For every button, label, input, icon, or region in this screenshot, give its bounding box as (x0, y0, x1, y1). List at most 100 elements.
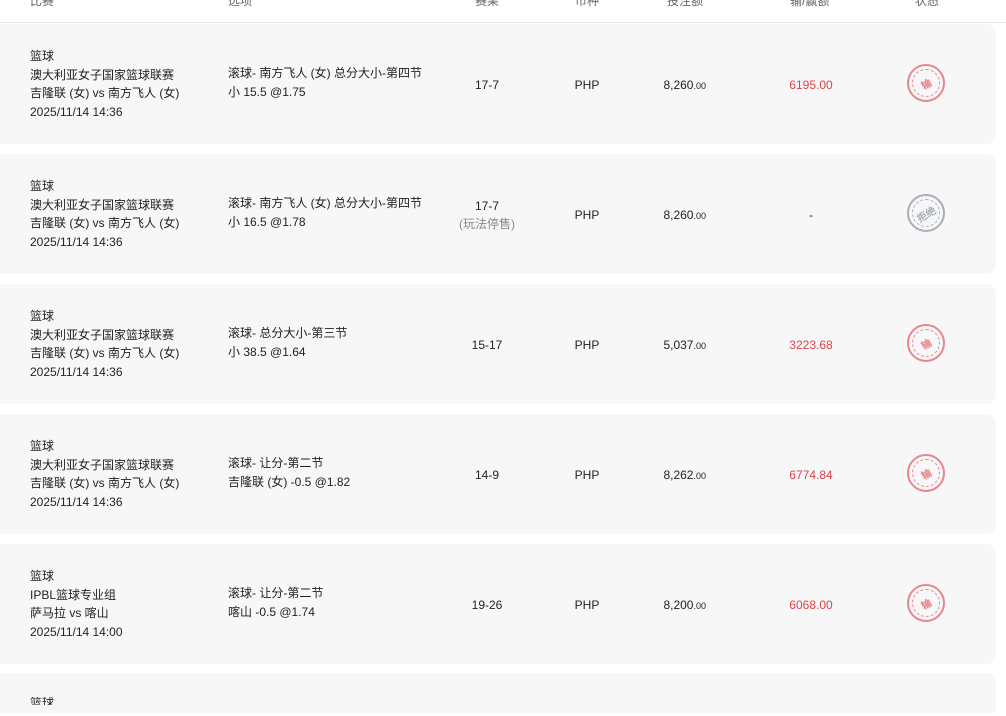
currency: PHP (574, 78, 600, 92)
teams: 吉隆联 (女) vs 南方飞人 (女) (30, 86, 180, 100)
market: 滚球- 南方飞人 (女) 总分大小-第四节 (228, 196, 422, 210)
result-note: (玩法停售) (459, 217, 515, 231)
status-text: 输 (919, 597, 935, 612)
result: 17-7 (437, 76, 537, 94)
pick: 喀山 -0.5 @1.74 (228, 604, 315, 619)
stake-int: 5,037 (663, 338, 694, 352)
match-info: 篮球 澳大利亚女子国家篮球联赛 吉隆联 (女) vs 南方飞人 (女) 2025… (30, 307, 179, 381)
league-name: 澳大利亚女子国家篮球联赛 (30, 457, 175, 472)
stake-dec: .00 (693, 341, 706, 351)
winloss-amount: 6195.00 (789, 78, 833, 92)
score: 15-17 (471, 338, 503, 352)
score: 14-9 (474, 468, 500, 482)
currency: PHP (574, 468, 600, 482)
stake-int: 8,200 (663, 598, 694, 612)
status-text: 输 (919, 337, 935, 352)
match-time: 2025/11/14 14:36 (30, 494, 123, 509)
table-row[interactable]: 篮球 澳大利亚女子国家篮球联赛 吉隆联 (女) vs 南方飞人 (女) 2025… (0, 284, 996, 404)
table-row[interactable]: 篮球 澳大利亚女子国家篮球联赛 吉隆联 (女) vs 南方飞人 (女) 2025… (0, 154, 996, 274)
bet-option: 滚球- 总分大小-第三节 小 38.5 @1.64 (228, 324, 347, 361)
bet-option: 滚球- 南方飞人 (女) 总分大小-第四节 小 15.5 @1.75 (228, 64, 422, 101)
stake: 8,262.00 (630, 466, 706, 485)
league-name: 澳大利亚女子国家篮球联赛 (30, 197, 175, 212)
lose-stamp-icon: 输 (907, 454, 945, 492)
header-stake: 投注额 (667, 0, 704, 8)
header-winloss: 输/赢额 (790, 0, 830, 8)
status-text: 输 (919, 77, 935, 92)
pick: 小 38.5 @1.64 (228, 344, 306, 359)
pick: 小 16.5 @1.78 (228, 214, 306, 229)
winloss-amount: 6774.84 (789, 468, 833, 482)
lose-stamp-icon: 输 (907, 64, 945, 102)
score: 17-7 (474, 78, 500, 92)
lose-stamp-icon: 输 (907, 584, 945, 622)
reject-stamp-icon: 拒绝 (907, 194, 945, 232)
market: 滚球- 让分-第二节 (228, 586, 324, 600)
table-row[interactable]: 篮球 澳大利亚女子国家篮球联赛 吉隆联 (女) vs 南方飞人 (女) 2025… (0, 24, 996, 144)
sport-label: 篮球 (30, 179, 55, 193)
teams: 吉隆联 (女) vs 南方飞人 (女) (30, 346, 180, 360)
match-time: 2025/11/14 14:36 (30, 104, 123, 119)
sport-label: 篮球 (30, 697, 55, 705)
stake-dec: .00 (693, 471, 706, 481)
result: 17-7 (玩法停售) (437, 197, 537, 233)
stake: 5,037.00 (630, 336, 706, 355)
match-info: 篮球 澳大利亚女子国家篮球联赛 吉隆联 (女) vs 南方飞人 (女) 2025… (30, 437, 179, 511)
match-info: 篮球 澳大利亚女子国家篮球联赛 吉隆联 (女) vs 南方飞人 (女) 2025… (30, 177, 179, 251)
league-name: IPBL篮球专业组 (30, 587, 117, 602)
stake: 8,260.00 (630, 76, 706, 95)
winloss-amount: - (809, 208, 813, 222)
bet-option: 滚球- 南方飞人 (女) 总分大小-第四节 小 16.5 @1.78 (228, 194, 422, 231)
header-currency: 币种 (575, 0, 600, 8)
bet-option: 滚球- 让分-第二节 吉隆联 (女) -0.5 @1.82 (228, 454, 350, 491)
sport-label: 篮球 (30, 49, 55, 63)
match-time: 2025/11/14 14:36 (30, 364, 123, 379)
header-match: 比赛 (30, 0, 55, 8)
stake-dec: .00 (693, 211, 706, 221)
teams: 吉隆联 (女) vs 南方飞人 (女) (30, 216, 180, 230)
sport-label: 篮球 (30, 309, 55, 323)
header-result: 赛果 (475, 0, 500, 8)
header-option: 选项 (228, 0, 253, 8)
lose-stamp-icon: 输 (907, 324, 945, 362)
header-status: 状态 (915, 0, 940, 8)
stake-int: 8,260 (663, 78, 694, 92)
market: 滚球- 总分大小-第三节 (228, 326, 348, 340)
league-name: 澳大利亚女子国家篮球联赛 (30, 67, 175, 82)
match-info: 篮球 澳大利亚女子国家篮球联赛 吉隆联 (女) vs 南方飞人 (女) 2025… (30, 47, 179, 121)
currency: PHP (574, 338, 600, 352)
score: 17-7 (474, 199, 500, 213)
stake-dec: .00 (693, 601, 706, 611)
pick: 小 15.5 @1.75 (228, 84, 306, 99)
stake: 8,260.00 (630, 206, 706, 225)
result: 15-17 (437, 336, 537, 354)
stake-int: 8,260 (663, 208, 694, 222)
stake-dec: .00 (693, 81, 706, 91)
status-text: 拒绝 (915, 204, 939, 225)
table-row[interactable]: 篮球 (0, 673, 996, 713)
match-info: 篮球 IPBL篮球专业组 萨马拉 vs 喀山 2025/11/14 14:00 (30, 567, 123, 641)
winloss-amount: 6068.00 (789, 598, 833, 612)
sport-label: 篮球 (30, 439, 55, 453)
sport-label: 篮球 (30, 569, 55, 583)
league-name: 澳大利亚女子国家篮球联赛 (30, 327, 175, 342)
score: 19-26 (471, 598, 503, 612)
market: 滚球- 让分-第二节 (228, 456, 324, 470)
stake-int: 8,262 (663, 468, 694, 482)
table-header: 比赛 选项 赛果 币种 投注额 输/赢额 状态 (0, 0, 1006, 23)
status-text: 输 (919, 467, 935, 482)
teams: 萨马拉 vs 喀山 (30, 606, 109, 620)
table-row[interactable]: 篮球 澳大利亚女子国家篮球联赛 吉隆联 (女) vs 南方飞人 (女) 2025… (0, 414, 996, 534)
pick: 吉隆联 (女) -0.5 @1.82 (228, 474, 351, 489)
bet-option: 滚球- 让分-第二节 喀山 -0.5 @1.74 (228, 584, 323, 621)
table-row[interactable]: 篮球 IPBL篮球专业组 萨马拉 vs 喀山 2025/11/14 14:00 … (0, 544, 996, 664)
match-time: 2025/11/14 14:36 (30, 234, 123, 249)
currency: PHP (574, 598, 600, 612)
winloss-amount: 3223.68 (789, 338, 833, 352)
result: 14-9 (437, 466, 537, 484)
stake: 8,200.00 (630, 596, 706, 615)
market: 滚球- 南方飞人 (女) 总分大小-第四节 (228, 66, 422, 80)
teams: 吉隆联 (女) vs 南方飞人 (女) (30, 476, 180, 490)
result: 19-26 (437, 596, 537, 614)
currency: PHP (574, 208, 600, 222)
